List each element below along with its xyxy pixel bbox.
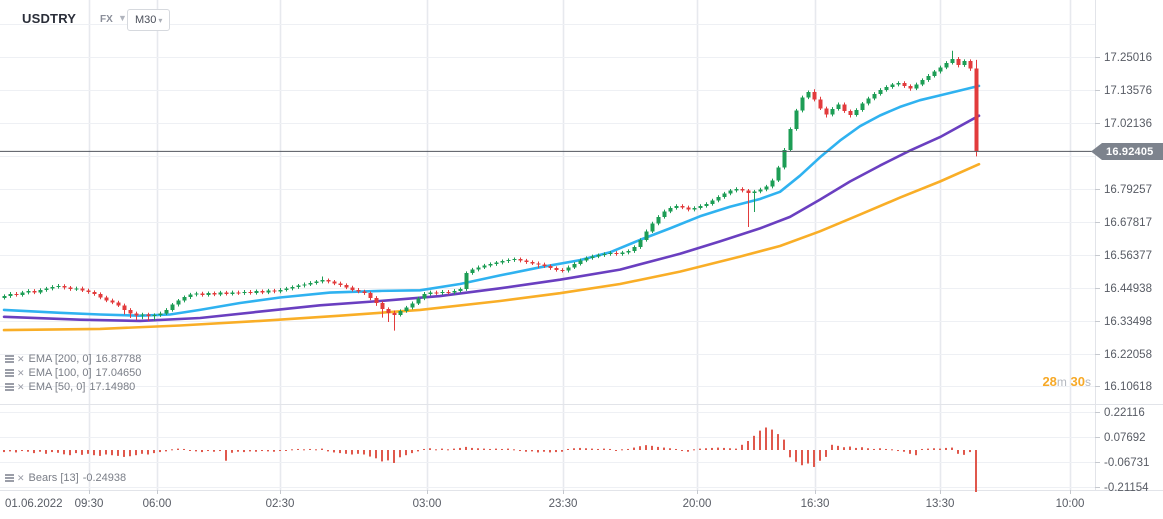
legend-row-ema100: ✕ EMA [100, 0] 17.04650 — [5, 366, 141, 380]
price-axis-label: 16.44938 — [1104, 283, 1152, 295]
study-settings-icon[interactable] — [5, 474, 14, 482]
price-axis-label: -0.06731 — [1104, 457, 1149, 469]
study-close-icon[interactable]: ✕ — [17, 354, 25, 364]
symbol-market-label: FX — [100, 14, 113, 25]
price-axis-label: 16.79257 — [1104, 184, 1152, 196]
time-axis-label: 01.06.2022 — [5, 498, 63, 510]
study-settings-icon[interactable] — [5, 355, 14, 363]
bears-histogram-layer — [3, 427, 977, 492]
countdown-seconds-unit: s — [1085, 375, 1091, 389]
price-axis-label: -0.21154 — [1104, 482, 1149, 494]
pane-separators — [0, 0, 1163, 491]
last-price-value: 16.92405 — [1106, 145, 1154, 158]
study-close-icon[interactable]: ✕ — [17, 382, 25, 392]
price-axis-label: 17.25016 — [1104, 52, 1152, 64]
ema-lines-layer — [2, 84, 981, 332]
bar-countdown: 28m 30s — [1042, 374, 1091, 389]
study-value: 17.04650 — [95, 367, 142, 379]
price-axis-label: 17.02136 — [1104, 118, 1152, 130]
symbol-dropdown-caret-icon[interactable]: ▼ — [118, 13, 127, 23]
time-axis-label: 13:30 — [926, 498, 955, 510]
study-value: 16.87788 — [95, 353, 142, 365]
candles-layer — [2, 50, 979, 331]
time-axis-label: 06:00 — [143, 498, 172, 510]
legend-row-ema50: ✕ EMA [50, 0] 17.14980 — [5, 380, 141, 394]
price-axis-label: 16.56377 — [1104, 250, 1152, 262]
time-axis-label: 23:30 — [549, 498, 578, 510]
time-axis[interactable]: 01.06.2022 09:30 06:00 02:30 03:00 23:30 20:00… — [5, 490, 1084, 510]
interval-label: M30 — [135, 14, 157, 26]
countdown-minutes: 28 — [1042, 374, 1057, 389]
price-axis-label: 17.13576 — [1104, 85, 1152, 97]
study-label: EMA [100, 0] — [28, 367, 92, 379]
price-axis-label: 16.67817 — [1104, 217, 1152, 229]
chevron-down-icon: ▾ — [158, 15, 163, 25]
study-label: Bears [13] — [28, 472, 79, 484]
time-axis-label: 20:00 — [683, 498, 712, 510]
ema-line-ema-100 — [2, 114, 981, 323]
time-axis-label: 02:30 — [266, 498, 295, 510]
study-settings-icon[interactable] — [5, 369, 14, 377]
ema-line-ema-200 — [2, 162, 981, 332]
last-price-badge: 16.92405 — [1091, 143, 1163, 160]
study-settings-icon[interactable] — [5, 383, 14, 391]
countdown-seconds: 30 — [1070, 374, 1085, 389]
grid-layer — [0, 0, 1095, 490]
price-axis-label: 0.22116 — [1104, 407, 1145, 419]
study-value: 17.14980 — [89, 381, 136, 393]
study-label: EMA [50, 0] — [28, 381, 86, 393]
price-axis-label: 0.07692 — [1104, 432, 1146, 444]
interval-button[interactable]: M30 ▾ — [127, 9, 171, 31]
countdown-minutes-unit: m — [1056, 375, 1067, 389]
study-value: -0.24938 — [82, 472, 127, 484]
symbol-title[interactable]: USDTRY — [22, 11, 77, 26]
time-axis-label: 09:30 — [75, 498, 104, 510]
ema-line-ema-50 — [2, 84, 981, 317]
study-close-icon[interactable]: ✕ — [17, 368, 25, 378]
price-axis-label: 16.33498 — [1104, 316, 1152, 328]
price-axis[interactable]: 17.25016 17.13576 17.02136 16.79257 16.67817… — [1095, 52, 1152, 494]
study-legend-group: ✕ EMA [200, 0] 16.87788 ✕ EMA [100, 0] 1… — [5, 352, 141, 394]
time-axis-label: 16:30 — [801, 498, 830, 510]
price-axis-label: 16.10618 — [1104, 381, 1152, 393]
legend-row-ema200: ✕ EMA [200, 0] 16.87788 — [5, 352, 141, 366]
time-axis-label: 03:00 — [413, 498, 442, 510]
study-close-icon[interactable]: ✕ — [17, 473, 25, 483]
study-label: EMA [200, 0] — [28, 353, 92, 365]
price-axis-label: 16.22058 — [1104, 349, 1152, 361]
legend-row-bears: ✕ Bears [13] -0.24938 — [5, 471, 126, 485]
time-axis-label: 10:00 — [1056, 498, 1085, 510]
